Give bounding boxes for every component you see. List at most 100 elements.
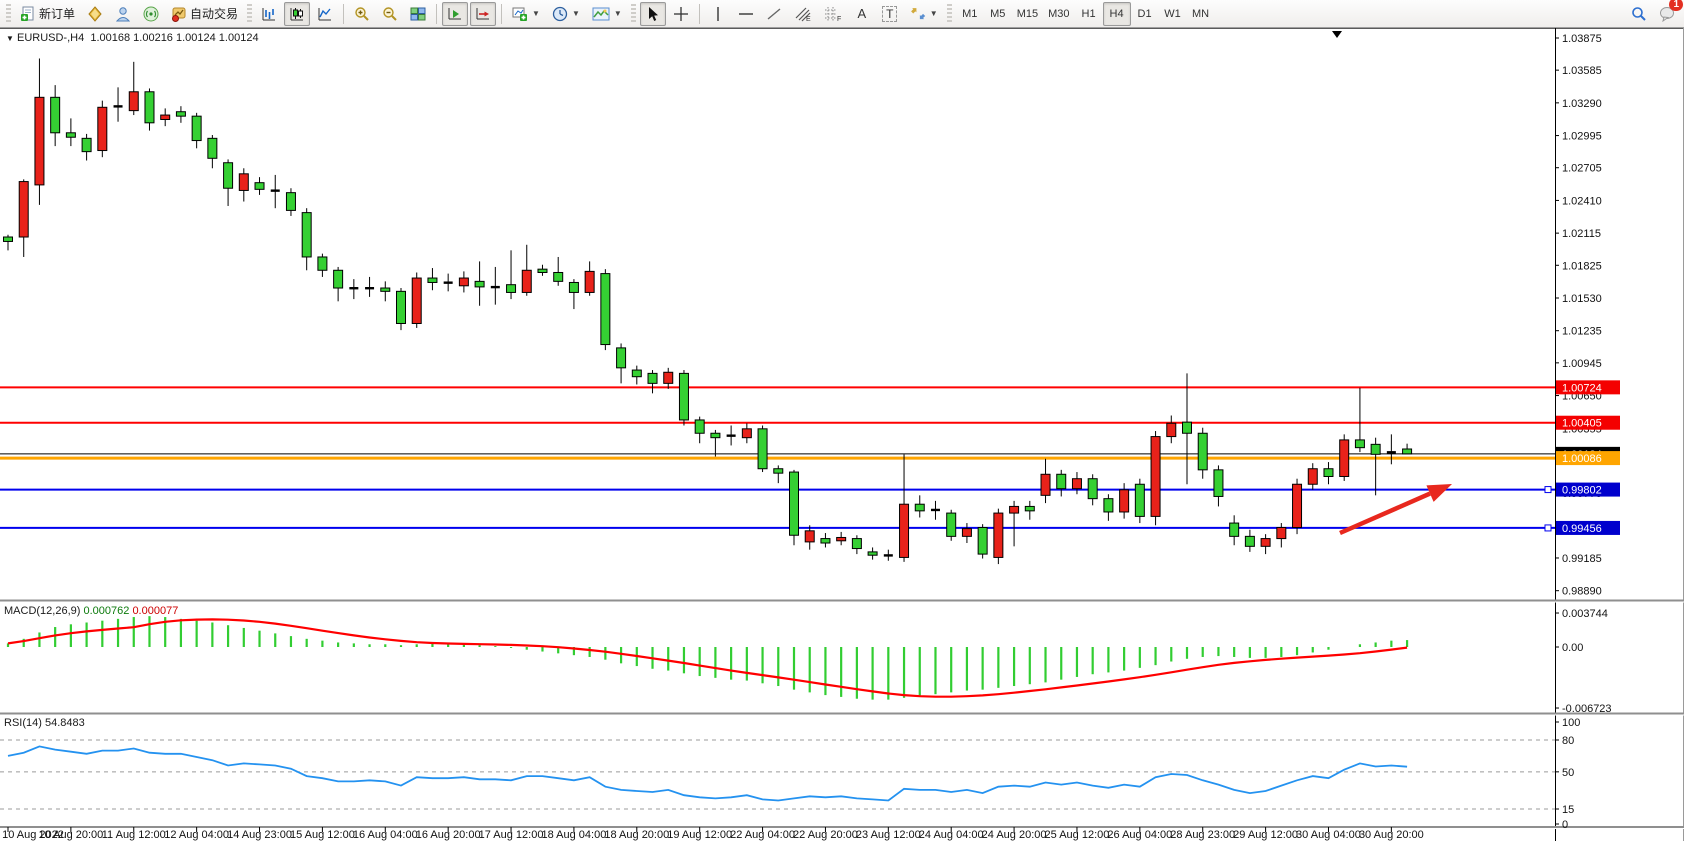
arrows-icon: [910, 7, 925, 19]
timeframe-button-mn[interactable]: MN: [1191, 7, 1210, 20]
add-indicator-icon: [512, 7, 528, 21]
grid-tool-button[interactable]: F: [819, 2, 847, 26]
text-label-tool-button[interactable]: T: [877, 2, 903, 26]
candle-12: [191, 112, 202, 149]
hline-tool-button[interactable]: [733, 2, 759, 26]
tile-windows-icon: [410, 7, 426, 20]
add-indicator-button[interactable]: ▼: [507, 2, 545, 26]
toolbar-drag-handle[interactable]: [247, 3, 253, 24]
candle-59: [930, 500, 940, 520]
horizontal-line-icon: [738, 12, 753, 15]
fibo-tool-button[interactable]: E: [789, 2, 817, 26]
candle-78: [1229, 515, 1240, 546]
signal-icon: [143, 6, 159, 21]
candle-40: [631, 365, 642, 385]
chart-canvas[interactable]: 1.03875 1.03585 1.03290 1.02995 1.02705 1.024…: [0, 28, 1684, 841]
svg-text:12 Aug 04:00: 12 Aug 04:00: [164, 829, 229, 841]
zoom-in-icon: [355, 6, 369, 21]
candle-80: [1260, 534, 1271, 555]
signals-button[interactable]: [138, 2, 164, 26]
candle-6: [97, 100, 108, 158]
candle-57: [899, 454, 910, 562]
market-watch-button[interactable]: [82, 2, 108, 26]
svg-text:25 Aug 12:00: 25 Aug 12:00: [1045, 829, 1110, 841]
svg-text:1.00724: 1.00724: [1562, 382, 1602, 394]
zoom-out-button[interactable]: [377, 2, 403, 26]
candle-31: [490, 266, 500, 305]
candle-37: [584, 261, 595, 296]
svg-text:100: 100: [1562, 717, 1580, 729]
vertical-line-icon: [717, 6, 719, 21]
toolbar-drag-handle[interactable]: [630, 3, 636, 24]
text-label-icon: T: [882, 5, 898, 22]
candle-17: [270, 174, 280, 209]
chevron-down-icon: ▼: [532, 9, 540, 18]
timeframe-button-h4[interactable]: H4: [1102, 1, 1131, 26]
macd-signal-value: 0.000077: [132, 605, 179, 617]
candle-38: [600, 269, 611, 351]
timeframe-button-m30[interactable]: M30: [1048, 7, 1070, 20]
bar-chart-mode-button[interactable]: [256, 2, 282, 26]
candle-27: [427, 268, 438, 291]
timeframe-button-m15[interactable]: M15: [1016, 7, 1039, 20]
timeframe-button-d1[interactable]: D1: [1137, 7, 1152, 20]
toolbar-drag-handle[interactable]: [6, 3, 11, 24]
vline-tool-button[interactable]: [705, 2, 731, 26]
timeframe-button-w1[interactable]: W1: [1164, 7, 1181, 20]
arrows-tool-button[interactable]: ▼: [905, 2, 943, 26]
autotrade-icon: [172, 7, 186, 22]
timeframe-button-m1[interactable]: M1: [962, 7, 978, 20]
candle-65: [1024, 500, 1035, 520]
candle-15: [238, 168, 249, 202]
autotrade-button[interactable]: 自动交易: [166, 2, 243, 26]
notifications-button[interactable]: 1: [1654, 0, 1683, 26]
candle-70: [1103, 494, 1114, 521]
search-button[interactable]: [1626, 2, 1652, 26]
zoom-in-button[interactable]: [349, 2, 375, 26]
shift-marker-icon: [1332, 31, 1342, 38]
svg-text:24 Aug 04:00: 24 Aug 04:00: [919, 829, 984, 841]
text-tool-button[interactable]: A: [849, 2, 875, 26]
timeframe-button-m5[interactable]: M5: [990, 7, 1006, 20]
candlestick-mode-button[interactable]: [284, 1, 311, 26]
search-icon: [1632, 6, 1646, 21]
chart-shift-button[interactable]: [470, 1, 497, 26]
cursor-tool-button[interactable]: [639, 1, 666, 26]
svg-text:29 Aug 12:00: 29 Aug 12:00: [1233, 829, 1298, 841]
chart-title: ▼ EURUSD-,H4 1.00168 1.00216 1.00124 1.0…: [6, 32, 259, 44]
svg-text:1.00405: 1.00405: [1562, 418, 1602, 430]
macd-axis: 0.003744 0.00 -0.006723: [1555, 608, 1612, 715]
svg-text:1.00945: 1.00945: [1562, 358, 1602, 370]
candle-69: [1087, 474, 1098, 506]
candle-76: [1197, 427, 1208, 479]
new-order-button[interactable]: 新订单: [15, 2, 80, 26]
trendline-tool-button[interactable]: [761, 2, 787, 26]
svg-text:1.02705: 1.02705: [1562, 163, 1602, 175]
candle-4: [65, 118, 76, 147]
line-chart-mode-button[interactable]: [312, 2, 338, 26]
chevron-down-icon: ▼: [571, 9, 580, 18]
price-badge-0.99802: 0.99802: [1556, 482, 1620, 497]
rsi-label: RSI(14) 54.8483: [4, 717, 85, 729]
timeframe-button-h1[interactable]: H1: [1081, 7, 1096, 20]
template-menu-button[interactable]: ▼: [587, 2, 627, 26]
main-toolbar: 新订单 自动交易: [0, 0, 1684, 28]
period-menu-button[interactable]: ▼: [547, 2, 585, 26]
candle-51: [804, 525, 815, 550]
chart-menu-triangle-icon[interactable]: ▼: [6, 34, 14, 43]
price-badge-0.99456: 0.99456: [1556, 520, 1620, 535]
accounts-button[interactable]: [110, 2, 136, 26]
crosshair-tool-button[interactable]: [668, 2, 694, 26]
toolbar-drag-handle[interactable]: [946, 3, 952, 24]
tile-windows-button[interactable]: [405, 2, 431, 26]
candle-34: [537, 264, 548, 276]
candle-74: [1166, 415, 1177, 444]
chart-window[interactable]: 1.03875 1.03585 1.03290 1.02995 1.02705 1.024…: [0, 28, 1684, 841]
candlestick-icon: [290, 7, 304, 20]
auto-scroll-button[interactable]: [442, 1, 469, 26]
trend-arrow-object[interactable]: [1339, 484, 1452, 536]
candle-46: [726, 425, 736, 446]
candle-19: [301, 208, 312, 271]
candle-67: [1056, 469, 1067, 497]
svg-text:30 Aug 04:00: 30 Aug 04:00: [1296, 829, 1361, 841]
